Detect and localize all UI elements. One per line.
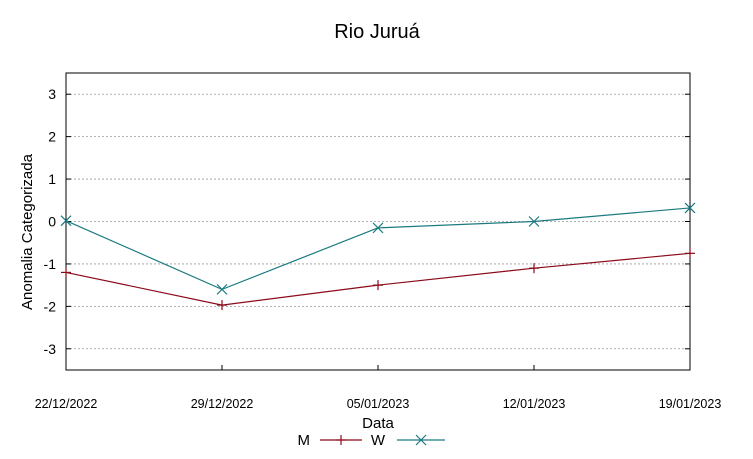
y-axis-label: Anomalia Categorizada: [19, 153, 36, 310]
y-tick-label: 1: [48, 171, 56, 187]
x-tick-label: 12/01/2023: [503, 397, 566, 411]
series-layer: [60, 202, 696, 311]
x-tick-label: 19/01/2023: [659, 397, 722, 411]
legend-marker-w: [415, 434, 427, 446]
y-tick-label: -3: [44, 341, 57, 357]
data-point-m: [685, 248, 695, 259]
x-axis-ticks: 22/12/2022 29/12/2022 05/01/2023 12/01/2023…: [35, 365, 722, 411]
data-point-w: [684, 202, 696, 214]
data-point-w: [216, 283, 228, 295]
series-line-w: [65, 207, 691, 291]
data-point-m: [217, 300, 227, 311]
data-point-w: [528, 216, 540, 227]
legend-label-m: M: [298, 432, 311, 449]
y-tick-label: -2: [44, 298, 57, 314]
grid-lines: [66, 93, 690, 350]
y-tick-label: -1: [44, 256, 57, 272]
y-tick-label: 0: [48, 214, 56, 230]
y-tick-label: 2: [48, 129, 56, 145]
data-point-m: [61, 267, 71, 278]
legend-marker-m: [336, 435, 346, 445]
series-line-m: [65, 252, 691, 306]
data-point-w: [60, 215, 72, 227]
chart-title: Rio Juruá: [334, 21, 420, 43]
x-tick-label: 29/12/2022: [191, 397, 254, 411]
x-axis-label: Data: [362, 415, 394, 432]
legend-label-w: W: [371, 432, 386, 449]
y-tick-label: 3: [48, 86, 56, 102]
y-axis-ticks: 3 2 1 0 -1 -2 -3: [44, 86, 690, 357]
data-point-m: [373, 280, 383, 291]
data-point-w: [372, 222, 384, 234]
x-tick-label: 22/12/2022: [35, 397, 98, 411]
x-tick-label: 05/01/2023: [347, 397, 410, 411]
data-point-m: [529, 263, 539, 274]
